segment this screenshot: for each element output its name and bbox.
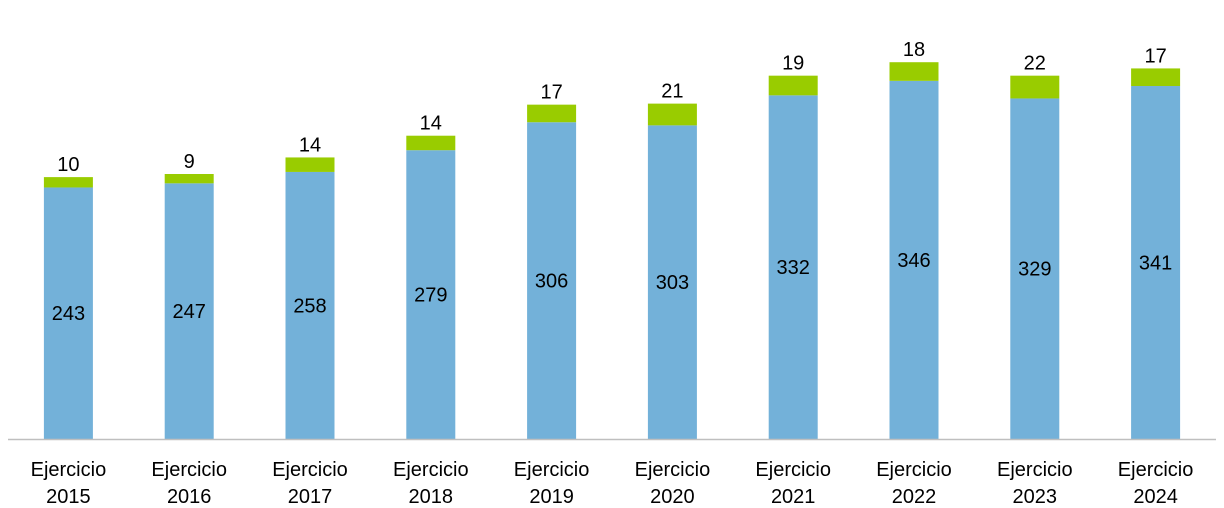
x-tick-label: Ejercicio 2017 <box>272 459 348 508</box>
x-tick-label-line: Ejercicio <box>151 459 227 481</box>
data-label-top: 9 <box>184 151 195 173</box>
bar-segment-top <box>527 104 577 123</box>
data-label-top: 17 <box>1144 45 1166 67</box>
data-label-bottom: 329 <box>1018 259 1051 281</box>
x-tick-label-line: 2019 <box>529 486 574 508</box>
data-label-top: 14 <box>420 113 442 135</box>
data-label-bottom: 243 <box>52 303 85 325</box>
x-tick-label-line: Ejercicio <box>876 459 952 481</box>
x-tick-label-line: Ejercicio <box>272 459 348 481</box>
x-tick-label-line: 2018 <box>409 486 454 508</box>
x-tick-label-line: 2021 <box>771 486 816 508</box>
bar-segment-bottom <box>1010 98 1060 439</box>
x-tick-label-line: 2022 <box>892 486 937 508</box>
data-label-top: 19 <box>782 53 804 75</box>
data-label-bottom: 303 <box>656 272 689 294</box>
data-label-bottom: 341 <box>1139 253 1172 275</box>
bar-segment-bottom <box>1131 86 1181 439</box>
bar-segment-top <box>889 62 939 81</box>
data-label-bottom: 306 <box>535 271 568 293</box>
x-tick-label: Ejercicio 2023 <box>997 459 1073 508</box>
bar-segment-top <box>406 135 456 151</box>
x-tick-label: Ejercicio 2021 <box>755 459 831 508</box>
bar-segment-bottom <box>164 183 214 439</box>
bar-segment-bottom <box>527 122 577 439</box>
x-tick-label: Ejercicio 2018 <box>393 459 469 508</box>
bar-segment-bottom <box>647 125 697 439</box>
bar-segment-bottom <box>406 150 456 439</box>
bar-segment-top <box>43 177 93 188</box>
bar-segment-top <box>1010 75 1060 99</box>
bars-layer <box>43 62 1181 440</box>
data-label-bottom: 346 <box>897 250 930 272</box>
x-tick-label: Ejercicio 2020 <box>635 459 711 508</box>
x-tick-label-line: 2020 <box>650 486 695 508</box>
x-tick-label: Ejercicio 2015 <box>31 459 107 508</box>
data-label-top: 18 <box>903 39 925 61</box>
bar-segment-bottom <box>768 95 818 439</box>
x-tick-label-line: Ejercicio <box>31 459 107 481</box>
data-label-bottom: 279 <box>414 285 447 307</box>
data-label-bottom: 258 <box>293 295 326 317</box>
x-tick-label-line: Ejercicio <box>755 459 831 481</box>
x-tick-label-line: Ejercicio <box>393 459 469 481</box>
x-tick-label-line: 2015 <box>46 486 91 508</box>
bar-segment-bottom <box>889 80 939 439</box>
x-tick-label: Ejercicio 2024 <box>1118 459 1194 508</box>
data-label-top: 14 <box>299 134 321 156</box>
data-label-bottom: 332 <box>777 257 810 279</box>
bar-segment-top <box>647 103 697 126</box>
x-tick-label-line: Ejercicio <box>1118 459 1194 481</box>
x-tick-label-line: 2017 <box>288 486 333 508</box>
x-tick-label-line: Ejercicio <box>997 459 1073 481</box>
x-tick-label-line: Ejercicio <box>514 459 590 481</box>
x-tick-label: Ejercicio 2019 <box>514 459 590 508</box>
bar-segment-top <box>1131 68 1181 87</box>
data-label-top: 17 <box>540 82 562 104</box>
bar-segment-bottom <box>43 187 93 439</box>
data-label-top: 22 <box>1024 53 1046 75</box>
bar-segment-top <box>768 75 818 96</box>
x-tick-label-line: Ejercicio <box>635 459 711 481</box>
x-tick-label-line: 2024 <box>1133 486 1178 508</box>
bar-segment-top <box>285 157 335 172</box>
x-tick-label: Ejercicio 2022 <box>876 459 952 508</box>
x-tick-label-line: 2023 <box>1013 486 1058 508</box>
data-label-top: 10 <box>57 154 79 176</box>
bar-segment-bottom <box>285 171 335 440</box>
data-label-bottom: 247 <box>173 301 206 323</box>
labels-layer: 243 10 247 9 258 14 279 14 306 17 303 21 332 19 346 18 3… <box>52 39 1173 325</box>
x-tick-label-line: 2016 <box>167 486 212 508</box>
bar-segment-top <box>164 174 214 184</box>
x-tick-label: Ejercicio 2016 <box>151 459 227 508</box>
data-label-top: 21 <box>661 81 683 103</box>
